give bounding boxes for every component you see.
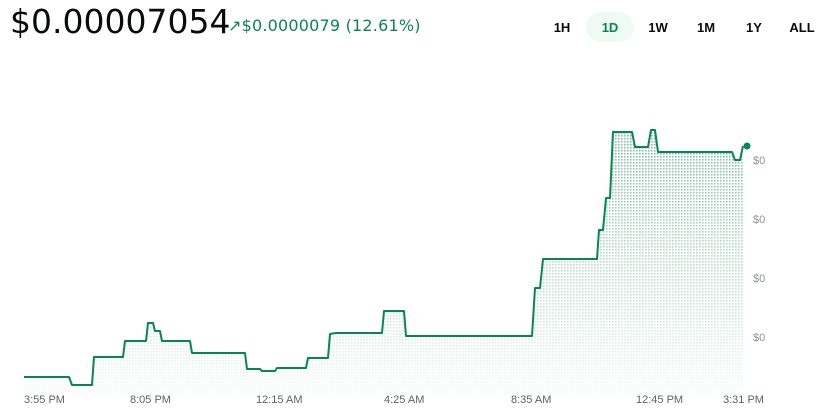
- range-tab-all[interactable]: ALL: [789, 19, 815, 35]
- x-axis-label: 3:31 PM: [723, 394, 764, 406]
- time-range-selector: 1H 1D 1W 1M 1Y ALL: [538, 12, 819, 42]
- x-axis-label: 12:15 AM: [256, 394, 303, 406]
- current-price-marker: [743, 142, 751, 150]
- price-change: ↗$0.0000079 (12.61%): [228, 16, 421, 35]
- x-axis-label: 8:35 AM: [511, 394, 552, 406]
- change-percent: (12.61%): [345, 16, 421, 35]
- range-tab-1w[interactable]: 1W: [648, 19, 668, 35]
- current-price: $0.00007054: [10, 2, 231, 41]
- y-axis-label: $0: [753, 273, 766, 285]
- price-line: [24, 129, 744, 386]
- y-axis-label: $0: [753, 332, 766, 344]
- y-axis-label: $0: [753, 155, 766, 167]
- range-tab-1h[interactable]: 1H: [553, 19, 571, 35]
- change-amount: $0.0000079: [241, 16, 341, 35]
- range-tab-1m[interactable]: 1M: [696, 19, 716, 35]
- y-axis-label: $0: [753, 214, 766, 226]
- trend-up-arrow-icon: ↗: [228, 16, 242, 35]
- x-axis-label: 4:25 AM: [384, 394, 425, 406]
- range-tab-1y[interactable]: 1Y: [746, 19, 762, 35]
- x-axis-label: 3:55 PM: [24, 394, 65, 406]
- x-axis-label: 12:45 PM: [636, 394, 684, 406]
- range-tab-1d[interactable]: 1D: [586, 12, 634, 42]
- x-axis-label: 8:05 PM: [130, 394, 171, 406]
- price-area-fill: [24, 130, 743, 395]
